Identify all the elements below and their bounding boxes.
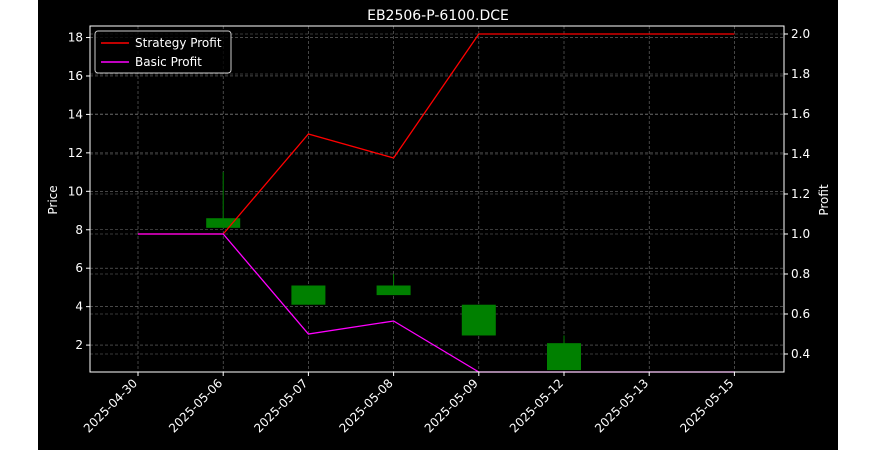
candle-body xyxy=(547,343,581,371)
y2-tick-label: 0.8 xyxy=(791,267,810,281)
x-tick-label: 2025-05-07 xyxy=(251,376,310,435)
y-axis-label: Price xyxy=(46,185,60,214)
plot-frame xyxy=(89,25,785,373)
x-tick-label: 2025-04-30 xyxy=(81,376,140,435)
chart-figure: EB2506-P-6100.DCE 2 4 6 8 10 12 14 16 18 0.4 0.6 0… xyxy=(38,0,838,450)
y2-tick-label: 1.6 xyxy=(791,107,810,121)
basic-profit-line xyxy=(138,233,735,373)
y-tick-label: 4 xyxy=(75,300,83,314)
grid-lines xyxy=(90,26,784,372)
candle-body xyxy=(206,218,241,228)
candle-body xyxy=(461,304,496,336)
profit-lines xyxy=(138,33,735,373)
y2-tick-label: 1.2 xyxy=(791,187,810,201)
y-tick-label: 2 xyxy=(75,338,83,352)
y2-tick-label: 1.4 xyxy=(791,147,810,161)
y-tick-label: 10 xyxy=(68,184,83,198)
legend-basic-label: Basic Profit xyxy=(135,55,202,69)
x-tick-label: 2025-05-09 xyxy=(422,376,481,435)
y2-tick-label: 0.4 xyxy=(791,347,810,361)
x-axis: 2025-04-30 2025-05-06 2025-05-07 2025-05-08… xyxy=(81,372,737,435)
y-tick-label: 16 xyxy=(68,69,83,83)
candle-body xyxy=(376,285,411,296)
x-tick-label: 2025-05-06 xyxy=(166,376,225,435)
y-tick-label: 14 xyxy=(68,107,83,121)
right-y-axis: 0.4 0.6 0.8 1.0 1.2 1.4 1.6 1.8 2.0 xyxy=(784,27,810,361)
y-tick-label: 6 xyxy=(75,261,83,275)
y-tick-label: 12 xyxy=(68,146,83,160)
legend: Strategy Profit Basic Profit xyxy=(94,30,232,74)
left-y-axis: 2 4 6 8 10 12 14 16 18 xyxy=(68,31,90,352)
y-tick-label: 8 xyxy=(75,223,83,237)
chart-title: EB2506-P-6100.DCE xyxy=(367,8,509,24)
y2-tick-label: 0.6 xyxy=(791,307,810,321)
candlesticks xyxy=(206,172,581,371)
candle-body xyxy=(291,285,326,305)
x-tick-label: 2025-05-12 xyxy=(507,376,566,435)
y2-tick-label: 1.0 xyxy=(791,227,810,241)
x-tick-label: 2025-05-08 xyxy=(337,376,396,435)
y2-tick-label: 2.0 xyxy=(791,27,810,41)
strategy-profit-line xyxy=(138,33,735,235)
y2-axis-label: Profit xyxy=(817,184,831,216)
x-tick-label: 2025-05-13 xyxy=(592,376,651,435)
y-tick-label: 18 xyxy=(68,31,83,45)
x-tick-label: 2025-05-15 xyxy=(677,376,736,435)
legend-strategy-label: Strategy Profit xyxy=(135,36,222,50)
y2-tick-label: 1.8 xyxy=(791,67,810,81)
